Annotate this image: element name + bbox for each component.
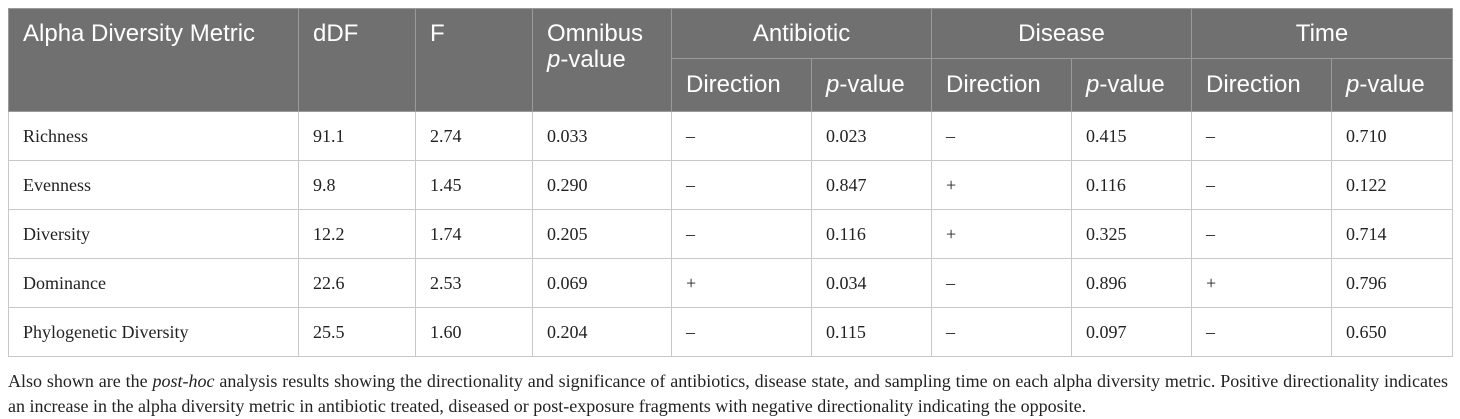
header-omnibus-prefix: Omnibus — [547, 20, 644, 47]
header-time-pvalue: p-value — [1331, 58, 1454, 112]
table-header: Alpha Diversity Metric dDF F Omnibus p-va… — [8, 8, 1454, 112]
cell-disease-pvalue: 0.415 — [1071, 111, 1193, 161]
header-p-italic: p — [1346, 71, 1360, 98]
cell-time-direction: – — [1191, 160, 1333, 210]
cell-antibiotic-pvalue: 0.847 — [810, 160, 933, 210]
cell-omnibus: 0.069 — [532, 258, 672, 308]
cell-ddf: 25.5 — [298, 307, 416, 357]
header-p-italic: p — [826, 71, 840, 98]
cell-antibiotic-direction: – — [671, 111, 812, 161]
header-group-time: Time — [1191, 8, 1454, 59]
cell-disease-pvalue: 0.097 — [1071, 307, 1193, 357]
header-antibiotic-pvalue: p-value — [810, 58, 933, 112]
cell-time-pvalue: 0.714 — [1331, 209, 1454, 259]
header-p-italic: p — [1086, 71, 1100, 98]
header-p-suffix: -value — [839, 71, 905, 98]
cell-time-pvalue: 0.710 — [1331, 111, 1454, 161]
cell-ddf: 12.2 — [298, 209, 416, 259]
cell-f: 1.74 — [415, 209, 533, 259]
header-disease-pvalue: p-value — [1071, 58, 1193, 112]
caption-italic-term: post-hoc — [152, 371, 215, 391]
header-group-antibiotic: Antibiotic — [670, 8, 933, 59]
cell-f: 1.45 — [415, 160, 533, 210]
cell-disease-pvalue: 0.116 — [1071, 160, 1193, 210]
table-body: Richness 91.1 2.74 0.033 – 0.023 – 0.415… — [8, 111, 1454, 357]
header-group-disease: Disease — [931, 8, 1193, 59]
cell-time-pvalue: 0.122 — [1331, 160, 1454, 210]
cell-disease-direction: + — [931, 209, 1073, 259]
cell-f: 2.53 — [415, 258, 533, 308]
header-ddf: dDF — [298, 8, 416, 112]
cell-omnibus: 0.290 — [532, 160, 672, 210]
header-row-sub: Direction p-value Direction p-value Dire… — [9, 58, 1454, 112]
cell-metric: Evenness — [8, 160, 299, 210]
table-row: Dominance 22.6 2.53 0.069 + 0.034 – 0.89… — [8, 258, 1454, 308]
alpha-diversity-table: Alpha Diversity Metric dDF F Omnibus p-va… — [8, 8, 1454, 357]
cell-disease-direction: + — [931, 160, 1073, 210]
cell-disease-pvalue: 0.896 — [1071, 258, 1193, 308]
cell-time-direction: – — [1191, 209, 1333, 259]
header-disease-direction: Direction — [931, 58, 1073, 112]
table-row: Phylogenetic Diversity 25.5 1.60 0.204 –… — [8, 307, 1454, 357]
cell-antibiotic-direction: – — [671, 307, 812, 357]
cell-time-direction: – — [1191, 307, 1333, 357]
cell-ddf: 91.1 — [298, 111, 416, 161]
cell-ddf: 22.6 — [298, 258, 416, 308]
header-omnibus-p: p — [547, 46, 561, 73]
cell-disease-pvalue: 0.325 — [1071, 209, 1193, 259]
table-row: Richness 91.1 2.74 0.033 – 0.023 – 0.415… — [8, 111, 1454, 161]
cell-disease-direction: – — [931, 111, 1073, 161]
cell-f: 1.60 — [415, 307, 533, 357]
table-caption: Also shown are the post-hoc analysis res… — [8, 369, 1448, 419]
cell-metric: Richness — [8, 111, 299, 161]
cell-time-direction: – — [1191, 111, 1333, 161]
cell-f: 2.74 — [415, 111, 533, 161]
cell-antibiotic-pvalue: 0.115 — [810, 307, 933, 357]
header-p-suffix: -value — [1359, 71, 1425, 98]
cell-antibiotic-direction: – — [671, 209, 812, 259]
cell-antibiotic-direction: + — [671, 258, 812, 308]
caption-text-end: analysis results showing the directional… — [8, 371, 1448, 416]
header-row-top: Alpha Diversity Metric dDF F Omnibus p-va… — [8, 8, 1454, 112]
header-time-direction: Direction — [1191, 58, 1333, 112]
cell-time-direction: + — [1191, 258, 1333, 308]
cell-metric: Diversity — [8, 209, 299, 259]
cell-disease-direction: – — [931, 258, 1073, 308]
table-container: Alpha Diversity Metric dDF F Omnibus p-va… — [8, 8, 1454, 419]
header-metric: Alpha Diversity Metric — [8, 8, 299, 112]
header-omnibus-suffix: -value — [560, 46, 626, 73]
cell-antibiotic-pvalue: 0.023 — [810, 111, 933, 161]
cell-antibiotic-direction: – — [671, 160, 812, 210]
cell-disease-direction: – — [931, 307, 1073, 357]
header-omnibus: Omnibus p-value — [532, 8, 672, 112]
cell-antibiotic-pvalue: 0.034 — [810, 258, 933, 308]
cell-omnibus: 0.204 — [532, 307, 672, 357]
header-antibiotic-direction: Direction — [671, 58, 812, 112]
cell-time-pvalue: 0.650 — [1331, 307, 1454, 357]
cell-time-pvalue: 0.796 — [1331, 258, 1454, 308]
cell-antibiotic-pvalue: 0.116 — [810, 209, 933, 259]
cell-metric: Dominance — [8, 258, 299, 308]
cell-metric: Phylogenetic Diversity — [8, 307, 299, 357]
table-row: Diversity 12.2 1.74 0.205 – 0.116 + 0.32… — [8, 209, 1454, 259]
cell-ddf: 9.8 — [298, 160, 416, 210]
header-p-suffix: -value — [1099, 71, 1165, 98]
header-f: F — [415, 8, 533, 112]
caption-text-start: Also shown are the — [8, 371, 153, 391]
cell-omnibus: 0.033 — [532, 111, 672, 161]
table-row: Evenness 9.8 1.45 0.290 – 0.847 + 0.116 … — [8, 160, 1454, 210]
cell-omnibus: 0.205 — [532, 209, 672, 259]
